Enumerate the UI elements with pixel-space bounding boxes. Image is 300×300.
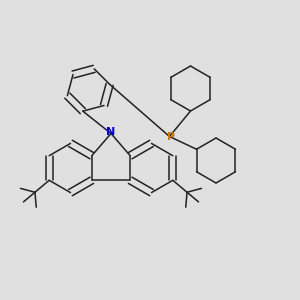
Text: N: N	[106, 127, 116, 137]
Text: P: P	[167, 131, 175, 142]
